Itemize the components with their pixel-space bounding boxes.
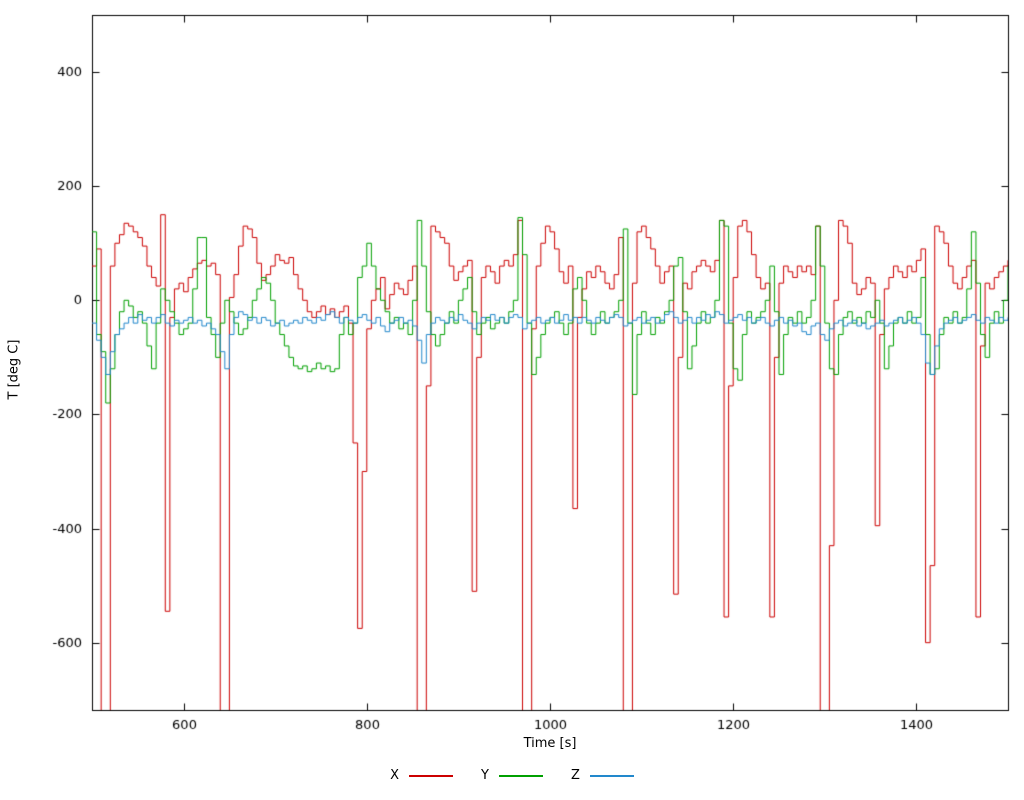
x-axis-title: Time [s] xyxy=(523,736,577,751)
legend-line-sample-y xyxy=(498,774,543,777)
legend-entry-y: Y xyxy=(481,768,543,783)
legend-line-sample-x xyxy=(409,774,454,777)
legend-entry-z: Z xyxy=(571,768,634,783)
y-axis-title: T [deg C] xyxy=(6,339,22,400)
legend: X Y Z xyxy=(0,768,1024,783)
legend-line-sample-z xyxy=(589,774,634,777)
legend-entry-x: X xyxy=(390,768,454,783)
legend-label-x: X xyxy=(390,768,400,783)
legend-label-z: Z xyxy=(570,768,580,783)
legend-label-y: Y xyxy=(481,768,489,783)
